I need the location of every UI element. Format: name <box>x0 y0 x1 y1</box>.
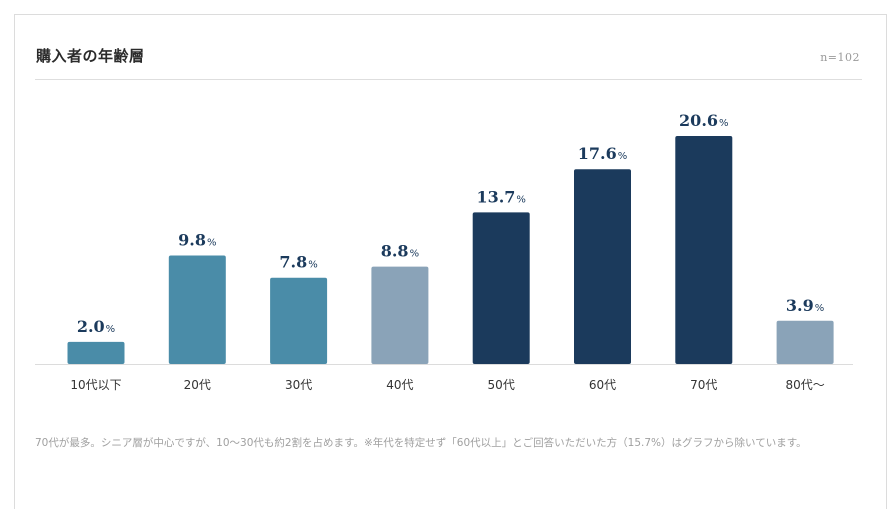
footnote: 70代が最多。シニア層が中心ですが、10〜30代も約2割を占めます。※年代を特定… <box>35 437 807 449</box>
chart-card: 購入者の年齢層 n=102 2.0% 10代以下 9.8% 20代 7.8% 30代 8.8… <box>14 14 887 509</box>
data-label-5: 17.6% <box>578 144 627 163</box>
x-tick-label-4: 50代 <box>488 378 515 392</box>
data-label-6: 20.6% <box>679 111 728 130</box>
x-tick-label-1: 20代 <box>184 378 211 392</box>
header-divider <box>35 79 862 80</box>
x-tick-label-6: 70代 <box>690 378 717 392</box>
x-tick-label-2: 30代 <box>285 378 312 392</box>
bar-3 <box>371 266 429 364</box>
sample-size-label: n=102 <box>820 51 860 64</box>
data-label-0: 2.0% <box>77 317 115 336</box>
data-label-1: 9.8% <box>178 231 216 250</box>
data-label-7: 3.9% <box>786 296 824 315</box>
x-tick-label-5: 60代 <box>589 378 616 392</box>
chart-title: 購入者の年齢層 <box>36 47 145 65</box>
bar-2 <box>270 277 328 364</box>
x-tick-label-0: 10代以下 <box>70 378 121 392</box>
data-label-4: 13.7% <box>476 187 525 206</box>
bar-chart: 2.0% 10代以下 9.8% 20代 7.8% 30代 8.8% 40代 13.7% 50代 17… <box>35 111 853 392</box>
x-tick-label-3: 40代 <box>386 378 413 392</box>
bar-5 <box>574 169 631 364</box>
bar-4 <box>472 212 530 364</box>
bar-6 <box>675 136 733 364</box>
data-label-3: 8.8% <box>381 242 419 261</box>
bar-7 <box>776 320 834 364</box>
x-tick-label-7: 80代〜 <box>785 378 824 392</box>
data-label-2: 7.8% <box>279 253 317 272</box>
bar-0 <box>67 341 125 364</box>
bar-1 <box>168 255 226 364</box>
